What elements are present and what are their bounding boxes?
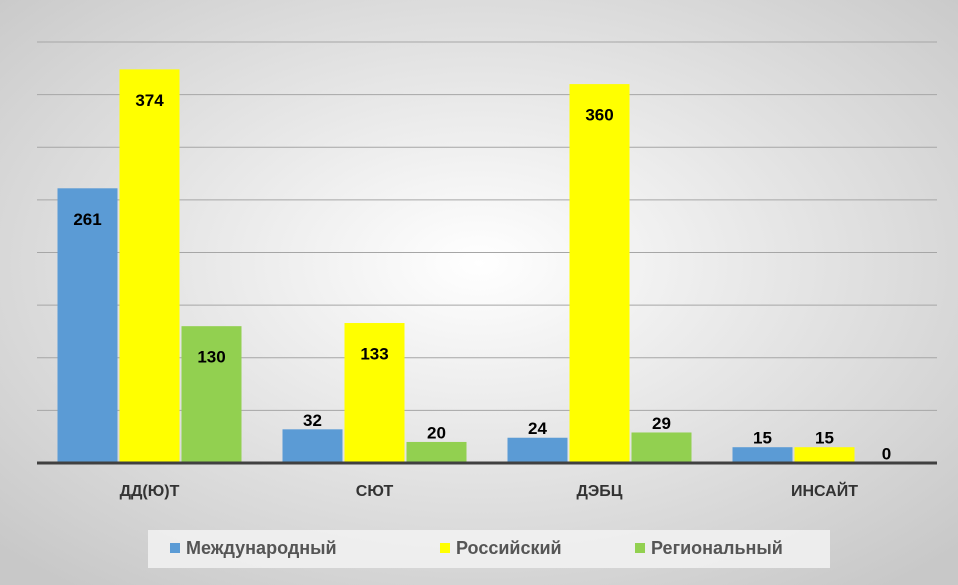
data-label: 29 (652, 414, 671, 433)
bar (282, 429, 343, 463)
legend-label: Российский (456, 538, 562, 558)
bar (344, 323, 405, 463)
data-label: 360 (585, 106, 613, 125)
data-label: 130 (197, 348, 225, 367)
x-tick-label: СЮТ (356, 483, 394, 500)
bar (181, 326, 242, 463)
legend-swatch (170, 543, 180, 553)
x-tick-label: ДЭБЦ (577, 483, 623, 500)
legend-swatch (440, 543, 450, 553)
bar (732, 447, 793, 463)
data-label: 32 (303, 411, 322, 430)
data-label: 24 (528, 419, 547, 438)
data-label: 133 (360, 345, 388, 364)
legend-label: Международный (186, 538, 337, 558)
data-label: 261 (73, 210, 101, 229)
data-label: 20 (427, 423, 446, 442)
bar (507, 437, 568, 463)
legend-swatch (635, 543, 645, 553)
bar (119, 69, 180, 464)
bar (794, 447, 855, 463)
x-tick-label: ИНСАЙТ (791, 481, 858, 500)
bar (569, 84, 630, 463)
legend-label: Региональный (651, 538, 783, 558)
x-tick-label: ДД(Ю)Т (120, 483, 180, 500)
bar (406, 441, 467, 463)
data-label: 374 (135, 91, 164, 110)
data-label: 15 (815, 429, 834, 448)
data-label: 0 (882, 444, 891, 463)
bar (631, 432, 692, 463)
legend-box (148, 530, 830, 568)
bar (57, 188, 118, 464)
data-label: 15 (753, 429, 772, 448)
